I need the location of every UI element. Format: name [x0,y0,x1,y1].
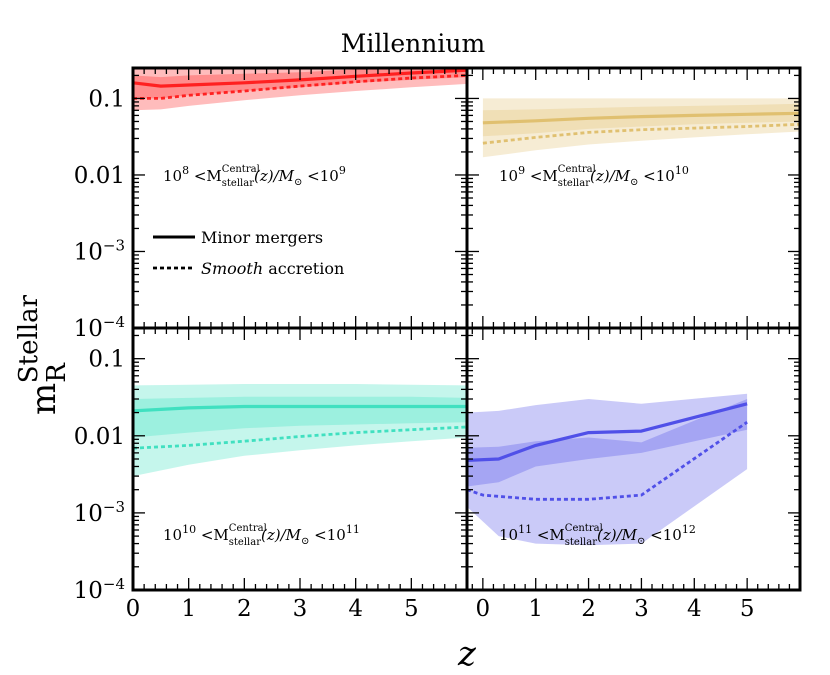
label-tail: (z)/M [597,526,638,544]
panel-4: 1011 <MCentral stellar(z)/M⊙ <1012 [465,326,802,592]
x-tick-label-right-2: 2 [581,596,596,622]
x-tick-label-left-2: 2 [237,596,252,622]
y-tick-label-bottom-2: 0.01 [74,424,125,450]
y-tick-label-bottom-1: 0.1 [88,347,125,373]
label-hi-base: 10 [327,526,346,544]
label-hi-base: 10 [320,167,339,185]
x-tick-label-left-0: 0 [126,596,141,622]
label-tail: (z)/M [261,526,302,544]
y-axis-label-sub: R [42,362,72,383]
label-lo-exp: 9 [518,164,525,177]
label-hi-base: 10 [656,167,675,185]
label-sup: Central [565,523,603,534]
panel-4-data [467,393,748,546]
y-tick-label-top-4: 10−4 [74,313,125,342]
legend: Minor mergers Smooth accretion [153,228,344,278]
panel-2-data [482,98,800,158]
label-sub: stellar [558,178,590,189]
panel-4-frame [465,326,802,592]
panel-1-band-1 [133,68,467,111]
y-axis-label: mRStellar [14,294,72,415]
y-tick-label-bottom-4: 10−4 [74,575,125,604]
x-tick-label-right-3: 3 [634,596,649,622]
panel-2-ticks [467,68,801,329]
panel-2-series-minor-mergers [482,111,800,125]
x-tick-label-left-5: 5 [404,596,419,622]
x-tick-label-right-0: 0 [476,596,491,622]
label-lo-exp: 10 [182,523,196,536]
panel-4-label: 1011 <MCentral stellar(z)/M⊙ <1012 [499,523,696,548]
x-axis-label: z [457,634,477,674]
label-sun: ⊙ [294,177,302,188]
x-tick-label-left-1: 1 [181,596,196,622]
label-sup: Central [229,523,267,534]
panel-1-ticks [132,68,468,329]
label-tail: (z)/M [590,167,631,185]
panel-3: 1010 <MCentral stellar(z)/M⊙ <1011 [131,326,469,592]
legend-label-smooth-accretion: Smooth accretion [201,259,344,278]
label-tail: (z)/M [254,167,295,185]
panel-2-band-1 [482,98,800,158]
label-sub: stellar [222,178,254,189]
label-lo-base: 10 [499,526,518,544]
panel-4-series-smooth-accretion [467,421,748,501]
panel-1-label: 108 <MCentral stellar(z)/M⊙ <109 [163,164,346,189]
label-mid: <M [532,526,565,544]
panel-3-label: 1010 <MCentral stellar(z)/M⊙ <1011 [163,523,360,548]
label-mid: <M [525,167,558,185]
panel-3-data [133,384,467,477]
y-tick-label-top-2: 0.01 [74,163,125,189]
label-lt: < [302,167,319,185]
label-hi-exp: 11 [346,523,360,536]
label-mid: <M [189,167,222,185]
label-sub: stellar [229,537,261,548]
panel-3-series-minor-mergers [133,404,467,413]
label-lo-base: 10 [163,167,182,185]
y-tick-label-bottom-3: 10−3 [74,498,125,527]
y-tick-label-top-1: 0.1 [88,86,125,112]
panel-1-frame [131,66,469,330]
label-sub: stellar [565,537,597,548]
panel-4-band-1 [467,399,748,546]
y-axis-label-main: m [24,383,64,415]
label-lo-base: 10 [499,167,518,185]
label-mid: <M [196,526,229,544]
label-lt: < [309,526,326,544]
label-sup: Central [222,164,260,175]
x-tick-label-right-5: 5 [740,596,755,622]
label-sun: ⊙ [637,536,645,547]
legend-label-minor-mergers: Minor mergers [201,228,323,247]
panel-1: 108 <MCentral stellar(z)/M⊙ <109 [131,66,469,330]
y-tick-label-top-3: 10−3 [74,236,125,265]
label-sun: ⊙ [630,177,638,188]
label-hi-base: 10 [663,526,682,544]
label-lt: < [638,167,655,185]
y-axis-label-sup: Stellar [14,294,44,383]
x-tick-label-right-4: 4 [687,596,702,622]
label-sun: ⊙ [301,536,309,547]
x-tick-label-left-3: 3 [293,596,308,622]
panel-2-label: 109 <MCentral stellar(z)/M⊙ <1010 [499,164,689,189]
panel-4-series-minor-mergers [467,402,748,462]
label-lo-exp: 11 [518,523,532,536]
x-tick-label-right-1: 1 [528,596,543,622]
panel-2-band-2 [482,103,800,137]
label-hi-exp: 9 [339,164,346,177]
panel-4-band-2 [467,393,748,487]
label-lt: < [645,526,662,544]
plot-area: 108 <MCentral stellar(z)/M⊙ <109 109 <MCen… [74,66,802,622]
panel-1-series-minor-mergers [133,68,467,88]
panel-1-data [133,68,467,111]
label-hi-exp: 10 [675,164,689,177]
label-lo-base: 10 [163,526,182,544]
label-hi-exp: 12 [682,523,696,536]
label-lo-exp: 8 [182,164,189,177]
x-tick-label-left-4: 4 [348,596,363,622]
label-sup: Central [558,164,596,175]
panel-2: 109 <MCentral stellar(z)/M⊙ <1010 [465,66,802,330]
chart-title: Millennium [341,29,486,58]
panel-1-series-smooth-accretion [133,74,467,100]
